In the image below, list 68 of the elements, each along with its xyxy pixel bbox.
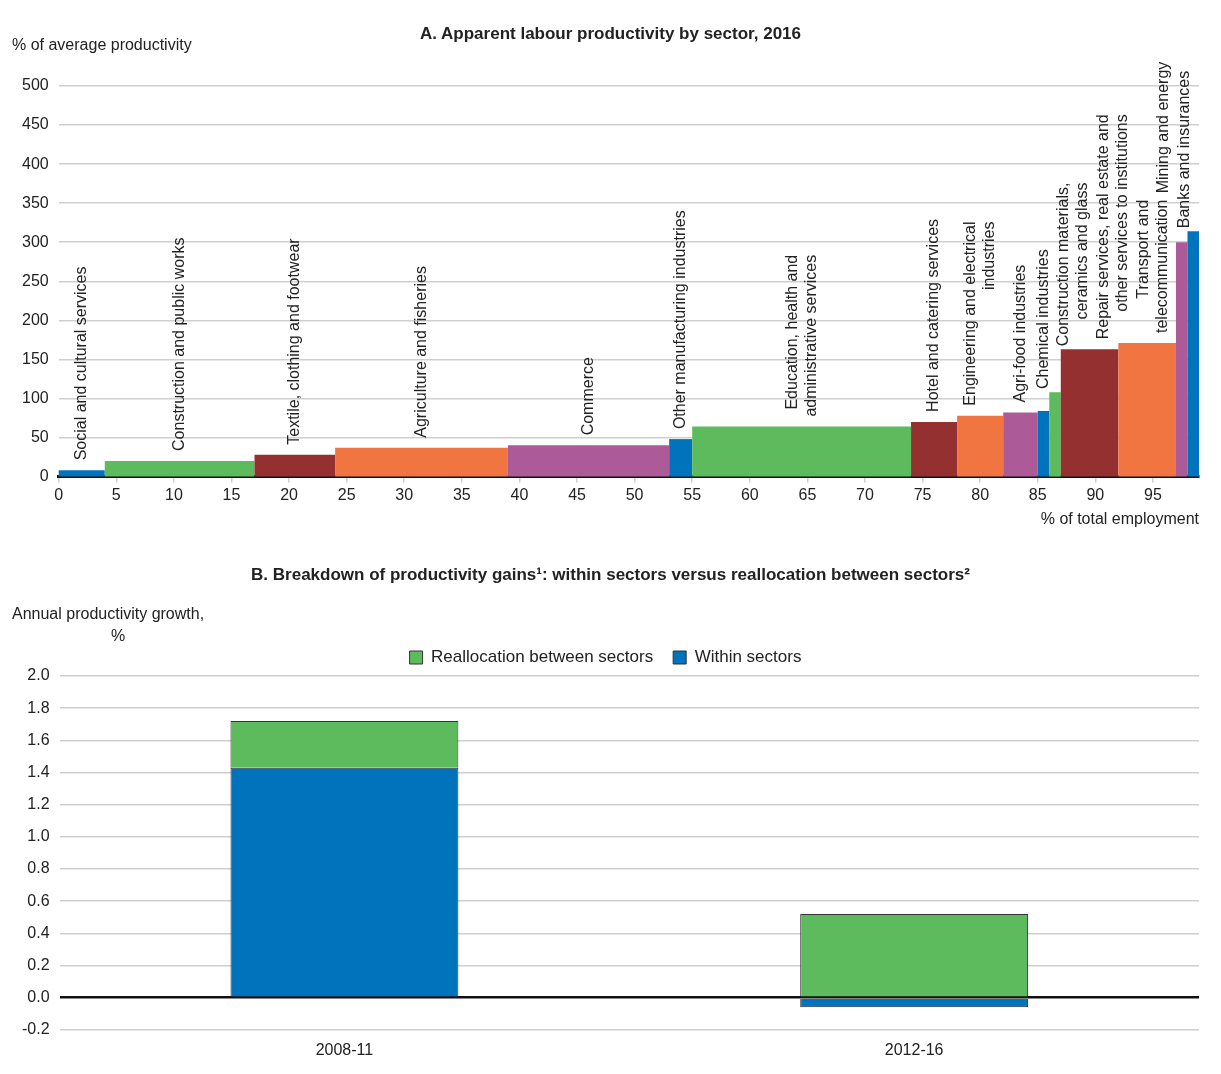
y-tick-label: 150 — [21, 349, 49, 367]
x-tick-label: 90 — [1086, 485, 1105, 503]
x-tick-label: 0 — [54, 485, 64, 503]
x-tick-label: 65 — [798, 485, 817, 503]
y-tick-label: 350 — [21, 193, 49, 211]
y-tick-label: 2.0 — [27, 666, 50, 684]
legend-label: Reallocation between sectors — [431, 647, 654, 667]
x-tick-label: 30 — [395, 485, 414, 503]
annotation: Agriculture and fisheries — [411, 266, 429, 438]
x-tick-label: 45 — [568, 485, 587, 503]
y-tick-label: 1.0 — [27, 827, 50, 845]
x-tick-label: 15 — [222, 485, 241, 503]
y-tick-label: 500 — [21, 76, 49, 94]
x-tick-label: 50 — [625, 485, 644, 503]
annotation: Construction materials, ceramics and glass — [1053, 182, 1090, 347]
y-tick-label: 400 — [21, 154, 49, 172]
y-tick-label: 0.0 — [27, 988, 50, 1006]
y-tick-label: 100 — [21, 388, 49, 406]
annotation: Textile, clothing and footwear — [285, 237, 303, 445]
annotation: Engineering and electrical industries — [961, 221, 998, 406]
x-tick-label: 80 — [971, 485, 990, 503]
x-tick-label: 35 — [452, 485, 471, 503]
y-tick-label: 0.8 — [27, 859, 50, 877]
annotation: Other manufacturing industries — [671, 210, 689, 430]
x-tick-label: 85 — [1028, 485, 1047, 503]
x-tick-label: 2008-11 — [315, 1040, 374, 1058]
legend-label: Within sectors — [694, 647, 802, 667]
x-tick-label: 55 — [683, 485, 702, 503]
x-tick-label: 10 — [164, 485, 183, 503]
y-tick-label: 0.6 — [27, 891, 50, 909]
x-tick-label: 2012-16 — [884, 1040, 944, 1058]
y-tick-label: 1.8 — [27, 698, 50, 716]
y-tick-label: 50 — [30, 427, 49, 445]
annotation: Hotel and catering services — [924, 218, 942, 412]
y-axis-title: Annual productivity growth, % — [12, 605, 205, 645]
annotation: Repair services, real estate and other services to institutions — [1094, 114, 1131, 340]
x-axis-title: % of total employment — [1040, 509, 1200, 527]
x-tick-label: 75 — [913, 485, 932, 503]
y-tick-label: 250 — [21, 271, 49, 289]
y-tick-label: 1.6 — [27, 730, 50, 748]
y-axis-title: % of average productivity — [12, 36, 192, 54]
x-tick-label: 70 — [856, 485, 874, 503]
x-tick-label: 20 — [280, 485, 299, 503]
annotation: Commerce — [578, 357, 596, 436]
annotation: Construction and public works — [170, 237, 188, 451]
x-tick-label: 95 — [1144, 485, 1162, 503]
chart-title: B. Breakdown of productivity gains¹: within sectors versus reallocation between sectors² — [251, 564, 971, 584]
annotation: Chemical industries — [1033, 249, 1051, 389]
y-tick-label: -0.2 — [21, 1020, 50, 1038]
y-tick-label: 0.4 — [27, 923, 50, 941]
x-tick-label: 40 — [510, 485, 529, 503]
x-tick-label: 25 — [337, 485, 356, 503]
annotation: Education, health and administrative services — [782, 254, 819, 417]
y-tick-label: 200 — [21, 310, 49, 328]
y-tick-label: 450 — [21, 115, 49, 133]
annotation: Mining and energy — [1153, 61, 1171, 194]
y-tick-label: 1.2 — [27, 795, 50, 813]
annotation: Transport and telecommunication — [1134, 199, 1171, 334]
annotation: Social and cultural services — [72, 266, 90, 461]
y-tick-label: 300 — [21, 232, 49, 250]
y-tick-label: 0.2 — [27, 955, 50, 973]
y-tick-label: 0 — [39, 467, 49, 485]
annotation: Agri-food industries — [1010, 264, 1028, 403]
x-tick-label: 60 — [740, 485, 759, 503]
x-tick-label: 5 — [111, 485, 121, 503]
y-tick-label: 1.4 — [27, 762, 50, 780]
chart-title: A. Apparent labour productivity by sector, 2016 — [419, 23, 802, 43]
annotation: Banks and insurances — [1175, 70, 1193, 229]
